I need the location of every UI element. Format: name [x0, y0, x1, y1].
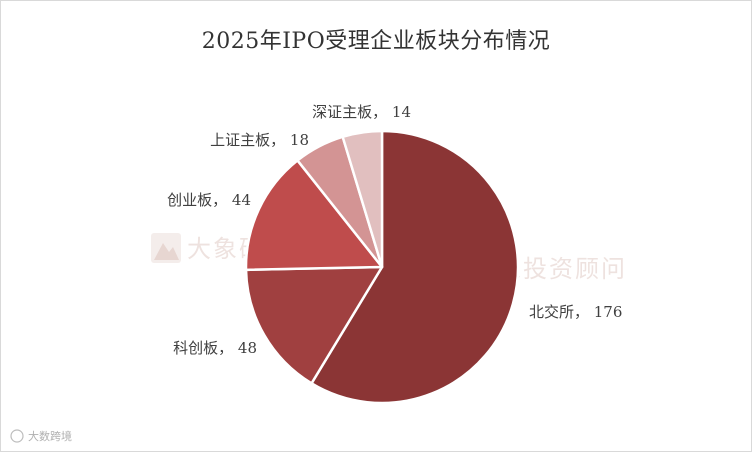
pie-slice-0: [310, 129, 520, 405]
pie-label-4: 深证主板， 14: [312, 103, 411, 121]
pie-slice-2: [244, 159, 384, 272]
pie-label-0: 北交所， 176: [529, 303, 622, 321]
corner-watermark: 大数跨境: [10, 429, 72, 443]
watermark-logo-icon: [151, 233, 181, 263]
pie-label-2: 创业板， 44: [167, 191, 251, 209]
pie-label-1: 科创板， 48: [173, 339, 257, 357]
corner-watermark-text: 大数跨境: [28, 429, 72, 443]
pie-slice-4: [341, 129, 384, 269]
chart-title: 2025年IPO受理企业板块分布情况: [201, 29, 551, 54]
pie-slice-1: [244, 265, 384, 385]
pie-slices: [244, 129, 520, 405]
pie-label-3: 上证主板， 18: [210, 131, 309, 149]
corner-logo-icon: [10, 429, 24, 443]
watermark-mountain-icon: [154, 243, 179, 260]
